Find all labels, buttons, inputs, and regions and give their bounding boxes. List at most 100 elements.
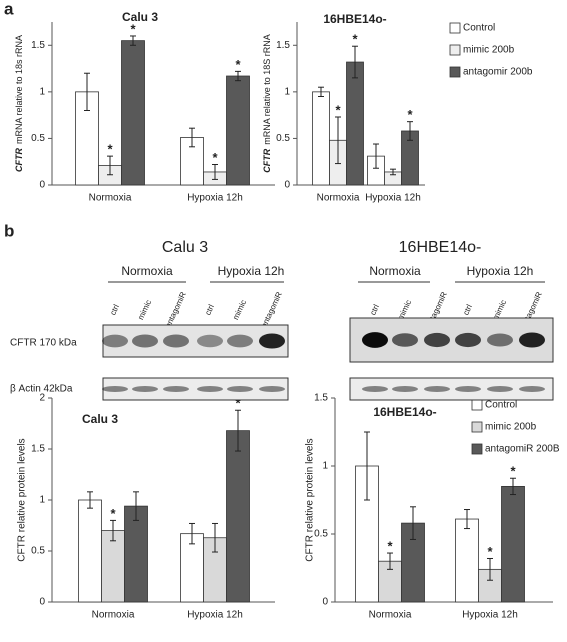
error-bar: [235, 70, 241, 82]
blot-band: [362, 386, 388, 392]
y-axis-title: CFTR mRNA relative to 18S rRNA: [262, 34, 272, 173]
error-bar: [407, 121, 413, 141]
error-bar: [130, 35, 136, 46]
y-tick-label: 0.5: [31, 133, 45, 144]
error-bar: [107, 155, 113, 176]
significance-label: *: [335, 102, 341, 117]
blot-row-label: β Actin 42kDa: [10, 384, 73, 395]
y-tick-label: 0: [39, 597, 45, 608]
error-bar: [352, 45, 358, 79]
bar: [101, 530, 125, 603]
legend-label: Control: [463, 23, 495, 34]
blot-band: [362, 332, 388, 348]
y-axis-title-rest: mRNA relative to 18s rRNA: [14, 35, 24, 144]
error-bar: [235, 409, 241, 452]
significance-label: *: [235, 57, 241, 72]
error-bar: [87, 491, 93, 509]
blot-band: [392, 333, 418, 347]
x-tick-label: Normoxia: [92, 610, 135, 621]
blot-lane: ctrl: [203, 303, 216, 317]
blot-image: [102, 377, 289, 401]
blot-group: Normoxia: [369, 264, 421, 278]
error-bar: [510, 477, 516, 496]
blot-band: [455, 386, 481, 392]
y-tick-label: 0: [322, 597, 328, 608]
significance-label: *: [352, 32, 358, 47]
blot-band: [132, 386, 158, 392]
bar: [501, 485, 525, 603]
blot-band: [227, 386, 253, 392]
error-bar: [464, 509, 470, 530]
blot-band: [197, 334, 223, 348]
blot-group: Hypoxia 12h: [218, 264, 285, 278]
y-tick-label: 1.5: [314, 393, 328, 404]
y-axis-title: CFTR relative protein levels: [17, 438, 28, 561]
significance-label: *: [107, 142, 113, 157]
error-bar: [410, 506, 416, 540]
error-bar: [189, 127, 195, 148]
legend-swatch: [449, 66, 461, 78]
blot-band: [392, 386, 418, 392]
blot-band: [102, 334, 128, 348]
y-tick-label: 0: [284, 180, 290, 191]
error-bar: [133, 491, 139, 521]
x-tick-label: Hypoxia 12h: [365, 193, 421, 204]
legend-swatch: [471, 443, 483, 455]
y-axis-title-italic: CFTR: [14, 148, 24, 172]
blot-title: 16HBE14o-: [399, 239, 482, 256]
blot-lane: ctrl: [108, 303, 121, 317]
error-bar: [390, 168, 396, 176]
bar: [226, 75, 250, 186]
blot-title: Calu 3: [162, 239, 208, 256]
blot-lane: mimic: [231, 298, 248, 321]
y-tick-label: 1.5: [31, 40, 45, 51]
significance-label: *: [387, 538, 393, 553]
error-bar: [364, 431, 370, 501]
significance-label: *: [212, 150, 218, 165]
blot-band: [259, 333, 285, 349]
chart-title: 16HBE14o-: [373, 405, 436, 419]
legend-label: mimic 200b: [463, 45, 515, 56]
bar: [78, 499, 102, 603]
error-bar: [84, 72, 90, 111]
y-axis-title: CFTR mRNA relative to 18s rRNA: [14, 35, 24, 172]
x-tick-label: Normoxia: [89, 193, 132, 204]
y-tick-label: 1: [322, 461, 328, 472]
legend-label: antagomiR 200B: [485, 444, 560, 455]
blot-band: [519, 332, 545, 348]
error-bar: [387, 552, 393, 570]
y-tick-label: 1: [39, 86, 45, 97]
blot-lane: ctrl: [461, 303, 474, 317]
significance-label: *: [110, 506, 116, 521]
y-tick-label: 1: [284, 86, 290, 97]
blot-lane: ctrl: [368, 303, 381, 317]
error-bar: [335, 116, 341, 165]
significance-label: *: [235, 396, 241, 411]
blot-image: [349, 377, 554, 401]
panel-label: b: [4, 221, 14, 240]
blot-band: [163, 386, 189, 392]
legend-label: mimic 200b: [485, 422, 537, 433]
bar: [121, 40, 145, 186]
error-bar: [212, 522, 218, 553]
chart-title: Calu 3: [82, 412, 118, 426]
y-axis-title-rest: mRNA relative to 18S rRNA: [262, 34, 272, 145]
x-tick-label: Hypoxia 12h: [462, 610, 518, 621]
error-bar: [373, 143, 379, 169]
blot-band: [227, 334, 253, 348]
blot-band: [424, 332, 450, 348]
bar: [346, 61, 364, 186]
x-tick-label: Normoxia: [369, 610, 412, 621]
y-tick-label: 1.5: [276, 40, 290, 51]
blot-band: [132, 334, 158, 348]
chart-title: 16HBE14o-: [323, 12, 386, 26]
error-bar: [110, 519, 116, 542]
legend-swatch: [471, 421, 483, 433]
y-tick-label: 0: [39, 180, 45, 191]
significance-label: *: [510, 464, 516, 479]
blot-group: Hypoxia 12h: [467, 264, 534, 278]
error-bar: [487, 557, 493, 581]
legend-swatch: [449, 44, 461, 56]
panel-label: a: [4, 0, 14, 18]
